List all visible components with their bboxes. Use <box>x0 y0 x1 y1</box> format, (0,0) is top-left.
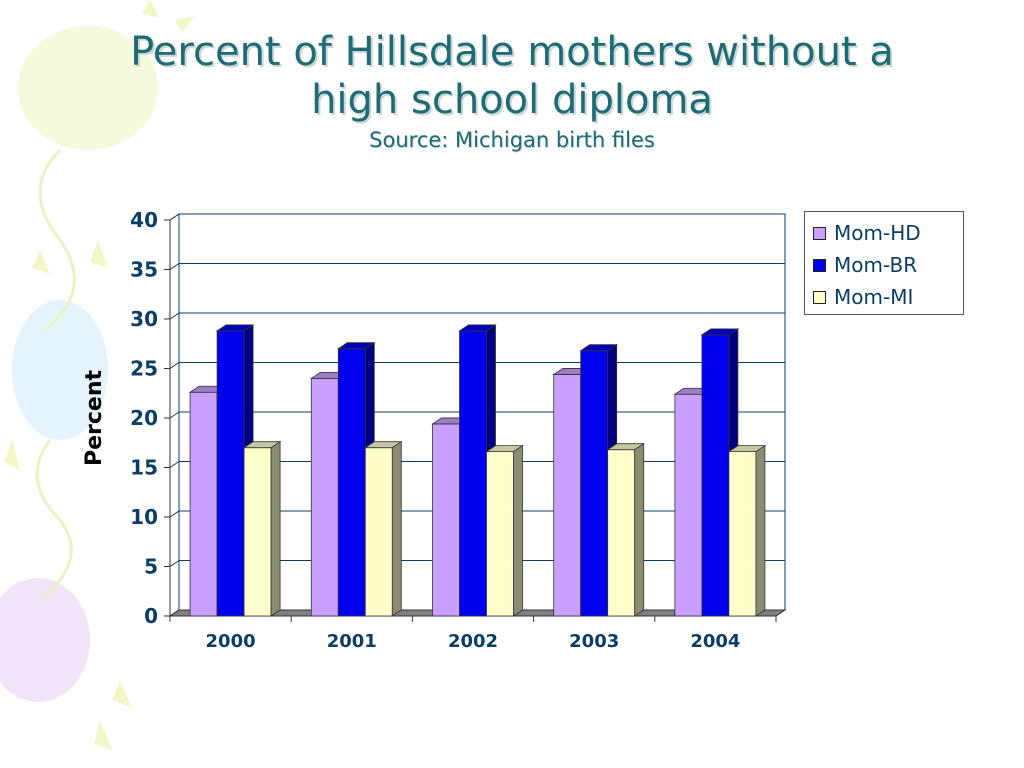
x-tick-label: 2001 <box>327 631 377 652</box>
y-tick-label: 5 <box>144 555 158 579</box>
bar-mom-mi-2002-side <box>513 444 523 617</box>
bar-mom-br-2000 <box>216 330 245 617</box>
bar-mom-hd-2001 <box>310 377 339 617</box>
legend-swatch-mom-mi <box>813 290 826 304</box>
bar-mom-mi-2003-side <box>634 442 645 617</box>
bar-mom-mi-2000-side <box>270 440 281 617</box>
tick-labels: 0 5 10 15 20 25 30 35 40 2000 2001 2002 2003 2004 <box>130 208 740 652</box>
slide-title-line2: high school diploma <box>311 77 713 123</box>
y-tick-label: 25 <box>130 357 158 381</box>
legend-swatch-mom-hd <box>813 226 826 240</box>
y-tick-label: 10 <box>130 505 158 529</box>
gridline-side <box>169 213 180 221</box>
gridline-side <box>169 362 180 369</box>
legend-swatch-mom-br <box>813 258 826 272</box>
y-tick-label: 15 <box>130 456 158 480</box>
bar-mom-mi-2000 <box>243 447 272 617</box>
x-tick-label: 2000 <box>206 631 256 652</box>
gridline-side <box>169 411 180 419</box>
bar-mom-br-2001 <box>337 348 366 617</box>
bar-mom-br-2003 <box>580 350 609 617</box>
bars <box>188 324 767 617</box>
bar-mom-hd-2004 <box>674 393 703 617</box>
slide-subtitle: Source: Michigan birth files <box>369 128 655 152</box>
gridline-side <box>169 461 180 468</box>
y-tick-label: 35 <box>130 258 158 282</box>
legend-item-mom-br: Mom-BR <box>813 252 917 278</box>
chart-legend: Mom-HD Mom-BR Mom-MI <box>804 211 964 315</box>
bar-mom-hd-2000 <box>189 391 218 617</box>
bar-mom-hd-2002 <box>432 423 460 617</box>
x-tick-label: 2003 <box>569 631 619 652</box>
bar-mom-mi-2003 <box>607 449 636 617</box>
bar-mom-hd-2003 <box>553 374 582 617</box>
bar-mom-mi-2002 <box>486 451 514 617</box>
y-tick-label: 30 <box>130 307 158 331</box>
y-axis-label: Percent <box>82 370 107 467</box>
legend-item-mom-hd: Mom-HD <box>813 220 921 246</box>
bar-mom-mi-2001 <box>364 447 393 617</box>
bar-mom-br-2002 <box>459 330 487 617</box>
legend-item-mom-mi: Mom-MI <box>813 284 913 310</box>
bar-mom-br-2004 <box>701 334 730 617</box>
gridline-side <box>169 560 180 567</box>
legend-label-mom-hd: Mom-HD <box>834 221 921 245</box>
gridline-side <box>169 510 180 518</box>
legend-label-mom-br: Mom-BR <box>834 253 918 277</box>
x-tick-label: 2002 <box>448 631 498 652</box>
y-tick-label: 0 <box>144 604 158 628</box>
y-tick-label: 40 <box>130 208 158 232</box>
bar-mom-mi-2001-side <box>391 440 402 617</box>
x-tick-label: 2004 <box>690 631 740 652</box>
legend-label-mom-mi: Mom-MI <box>834 285 914 309</box>
gridline-side <box>169 263 180 270</box>
gridline-side <box>169 312 180 320</box>
y-tick-label: 20 <box>130 406 158 430</box>
bar-mom-mi-2004 <box>728 451 757 617</box>
bar-mom-mi-2004-side <box>755 444 766 617</box>
slide-title-line1: Percent of Hillsdale mothers without a <box>130 29 894 75</box>
